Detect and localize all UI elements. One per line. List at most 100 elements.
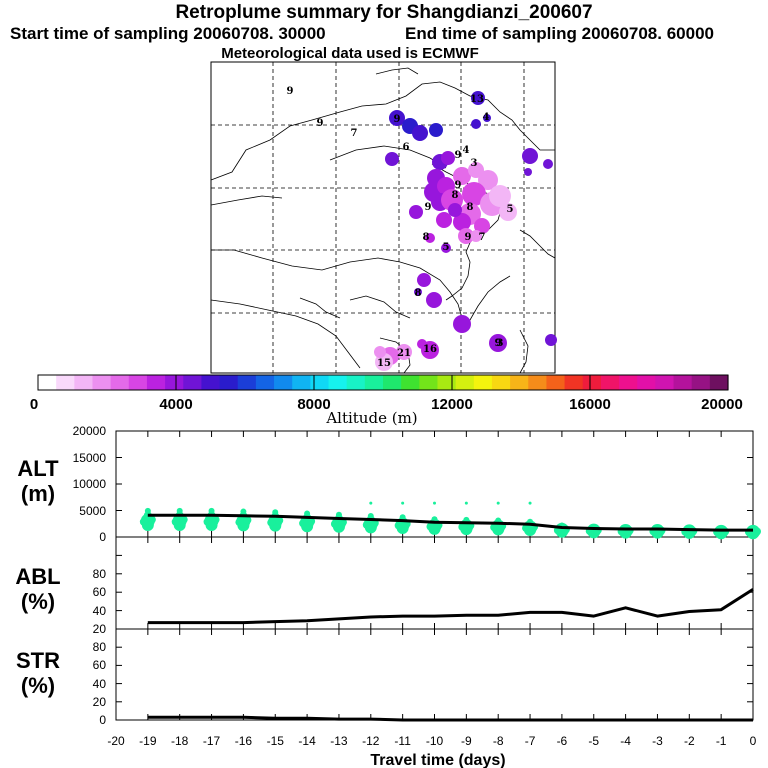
plume-point (417, 339, 427, 349)
str-line (147, 715, 753, 722)
plume-point (441, 243, 451, 253)
map-graticule (211, 62, 555, 373)
colorbar-tick-12000: 12000 (431, 396, 473, 413)
chart-title: Retroplume summary for Shangdianzi_20060… (175, 2, 593, 23)
alt-scatter-point (147, 515, 156, 524)
plume-point (426, 292, 442, 308)
colorbar-segment (510, 375, 529, 390)
altitude-colorbar: 0 4000 8000 12000 16000 20000 Altitude (… (30, 374, 743, 427)
x-tick-label: -4 (620, 734, 631, 748)
str-ytick: 20 (93, 695, 107, 709)
plume-point (412, 125, 428, 141)
colorbar-segment (437, 375, 457, 390)
alt-scatter-point (522, 524, 531, 533)
x-tick-label: -2 (684, 734, 695, 748)
alt-scatter-point (267, 518, 276, 527)
plume-point (374, 346, 386, 358)
colorbar-segment (528, 375, 548, 390)
str-unit: (%) (21, 673, 55, 698)
map-point-label: 7 (351, 128, 358, 139)
colorbar-segment (600, 375, 620, 390)
alt-scatter-point (399, 514, 406, 521)
colorbar-segment (292, 375, 311, 390)
x-tick-labels: -20 -19 -18 -17 -16 -15 -14 -13 -12 -11 -10 -9 -8 -7-… (107, 734, 756, 748)
alt-scatter-point (464, 501, 468, 505)
colorbar-segment (56, 375, 75, 390)
abl-unit: (%) (21, 589, 55, 614)
colorbar-segment (473, 375, 493, 390)
alt-scatter-point (275, 516, 284, 525)
map-point-label: 9 (495, 338, 502, 349)
plume-point (474, 218, 490, 234)
colorbar-segment (38, 375, 57, 390)
axis-ticks (115, 430, 754, 721)
alt-scatter-point (426, 522, 435, 531)
str-ytick: 80 (93, 640, 107, 654)
plume-point (417, 273, 431, 287)
colorbar-segment (564, 375, 584, 390)
abl-ytick: 40 (93, 604, 107, 618)
colorbar-segment (274, 375, 293, 390)
plume-point (453, 213, 471, 231)
map-point-label: 9 (287, 86, 294, 97)
alt-scatter-point (528, 501, 532, 505)
plume-point (429, 123, 443, 137)
alt-scatter-point (171, 517, 180, 526)
colorbar-tick-8000: 8000 (297, 396, 330, 413)
plume-point (478, 170, 498, 190)
alt-scatter-point (753, 527, 761, 536)
map-point-label: 6 (403, 142, 410, 153)
colorbar-segment (255, 375, 275, 390)
plume-point (545, 334, 557, 346)
abl-label: ABL (15, 564, 60, 589)
map-point-label: 9 (455, 180, 462, 191)
plume-point (385, 152, 399, 166)
alt-ytick: 5000 (79, 504, 106, 518)
plume-point (389, 110, 405, 126)
plume-point (436, 212, 452, 228)
colorbar-segment (128, 375, 148, 390)
map-point-label: 8 (467, 202, 474, 213)
alt-scatter-point (139, 517, 148, 526)
plume-point (409, 205, 423, 219)
x-tick-label: -7 (525, 734, 536, 748)
map-point-label: 9 (425, 202, 432, 213)
alt-scatter-point (401, 501, 405, 505)
map-point-label: 3 (497, 338, 504, 349)
colorbar-tick-4000: 4000 (159, 396, 192, 413)
x-tick-label: -17 (203, 734, 221, 748)
x-tick-label: -19 (139, 734, 157, 748)
x-tick-label: 0 (750, 734, 757, 748)
alt-scatter-point (179, 515, 188, 524)
map-point-label: 4 (483, 112, 490, 123)
map-point-label: 21 (397, 348, 411, 359)
start-sampling-time: Start time of sampling 20060708. 30000 (10, 24, 326, 43)
abl-ytick: 20 (93, 622, 107, 636)
alt-scatter-point (272, 509, 279, 516)
alt-scatter-point (458, 522, 467, 531)
alt-scatter-point (203, 517, 212, 526)
map-point-label: 8 (452, 190, 459, 201)
map-point-label: 7 (479, 232, 486, 243)
x-tick-label: -8 (493, 734, 504, 748)
alt-scatter-point (335, 511, 342, 518)
alt-scatter-point (496, 501, 500, 505)
colorbar-segment (92, 375, 112, 390)
alt-scatter-point (330, 520, 339, 529)
alt-ytick: 15000 (73, 451, 107, 465)
colorbar-tick-0: 0 (30, 396, 38, 413)
map-frame (210, 61, 556, 374)
alt-ytick: 0 (99, 530, 106, 544)
map-point-label: 9 (394, 114, 401, 125)
alt-scatter-point (369, 501, 373, 505)
colorbar-segment (237, 375, 257, 390)
plume-point (470, 230, 482, 242)
map-point-label: 13 (470, 94, 484, 105)
colorbar-segment (183, 375, 203, 390)
x-tick-label: -18 (171, 734, 189, 748)
str-ytick: 60 (93, 658, 107, 672)
alt-scatter-point (235, 518, 244, 527)
x-tick-label: -10 (426, 734, 444, 748)
colorbar-segment (691, 375, 711, 390)
map-point-label: 16 (423, 344, 437, 355)
